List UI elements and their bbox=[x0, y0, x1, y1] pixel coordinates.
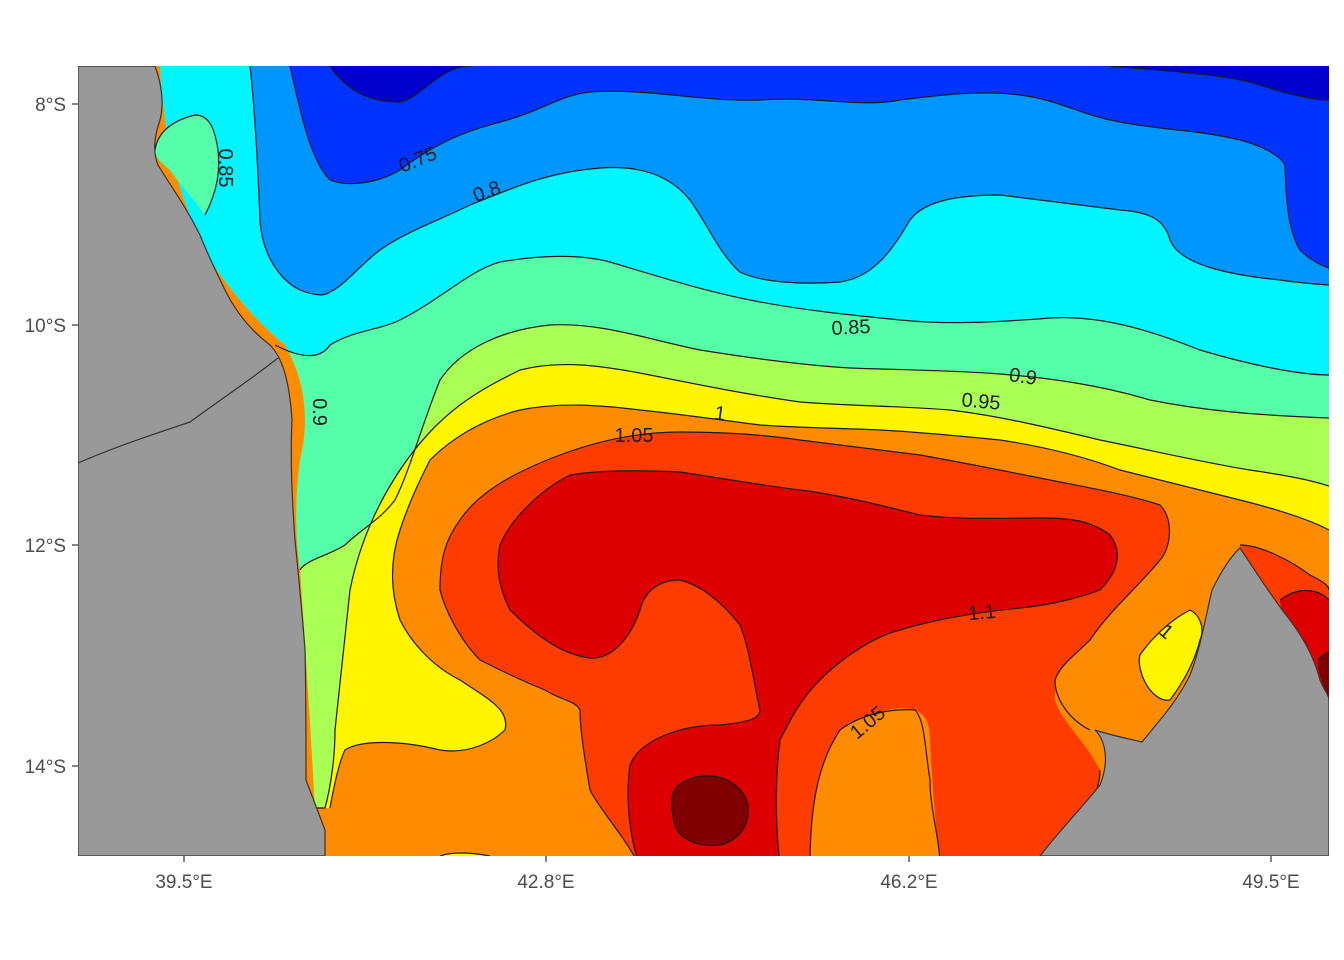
contour-label: 1 bbox=[713, 402, 727, 425]
contour-lines bbox=[154, 66, 1329, 856]
contour-label: 0.95 bbox=[961, 389, 1002, 414]
band-100-east-pocket bbox=[1139, 610, 1202, 701]
land-africa-coast bbox=[78, 66, 326, 856]
y-tick-label: 12°S bbox=[25, 536, 66, 557]
band-120 bbox=[672, 775, 749, 846]
y-axis: 8°S 10°S 12°S 14°S bbox=[25, 95, 78, 778]
y-tick-label: 8°S bbox=[35, 95, 66, 116]
band-120-east bbox=[1318, 652, 1329, 700]
x-tick-label: 42.8°E bbox=[517, 872, 574, 893]
y-tick-label: 14°S bbox=[25, 757, 66, 778]
x-tick-label: 49.5°E bbox=[1242, 872, 1299, 893]
contour-label: 1.1 bbox=[967, 601, 997, 625]
band-090-northwest-pocket bbox=[155, 115, 219, 215]
y-tick-label: 10°S bbox=[25, 316, 66, 337]
contour-label: 1.05 bbox=[615, 425, 654, 447]
land-interior-boundary bbox=[78, 357, 279, 464]
land-madagascar bbox=[1039, 547, 1329, 856]
band-105-southeast bbox=[815, 708, 939, 856]
x-tick-label: 39.5°E bbox=[155, 872, 212, 893]
x-tick-label: 46.2°E bbox=[880, 872, 937, 893]
x-axis: 39.5°E 42.8°E 46.2°E 49.5°E bbox=[155, 856, 1300, 893]
band-115-east bbox=[1280, 590, 1329, 690]
contour-label: 0.9 bbox=[308, 398, 330, 426]
contour-label: 0.85 bbox=[831, 316, 871, 340]
plot-panel bbox=[78, 66, 1329, 856]
band-115-north bbox=[498, 470, 1118, 856]
contour-label: 0.9 bbox=[1008, 364, 1039, 390]
contour-label: 0.85 bbox=[214, 149, 236, 188]
